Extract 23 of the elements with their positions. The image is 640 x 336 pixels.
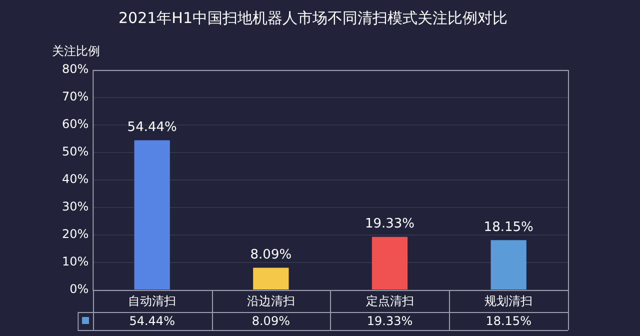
y-tick-label: 60% xyxy=(62,117,89,132)
y-axis-title: 关注比例 xyxy=(52,44,100,58)
x-tick-label: 沿边清扫 xyxy=(246,294,295,308)
y-tick-label: 20% xyxy=(62,227,89,242)
y-tick-label: 0% xyxy=(70,282,89,296)
x-tick-label: 自动清扫 xyxy=(128,294,176,308)
text: 18.15% xyxy=(484,220,534,235)
y-tick-label: 40% xyxy=(62,172,89,186)
y-tick-label: 30% xyxy=(62,200,89,214)
data-label: 8.09% xyxy=(252,314,290,328)
x-tick-label: 规划清扫 xyxy=(484,294,533,308)
text: 19.33% xyxy=(364,216,415,232)
data-label: 19.33% xyxy=(366,314,413,328)
text: 54.44% xyxy=(127,120,177,136)
x-tick-label: 定点清扫 xyxy=(366,294,414,308)
data-label: 54.44% xyxy=(129,314,175,328)
y-tick-label: 80% xyxy=(62,62,89,76)
chart-title: 2021年H1中国扫地机器人市场不同清扫模式关注比例对比 xyxy=(118,8,508,27)
data-label: 18.15% xyxy=(486,314,532,328)
y-tick-label: 70% xyxy=(62,90,89,104)
y-tick-label: 10% xyxy=(62,254,89,269)
text: 8.09% xyxy=(250,248,292,263)
y-tick-label: 50% xyxy=(62,144,89,159)
